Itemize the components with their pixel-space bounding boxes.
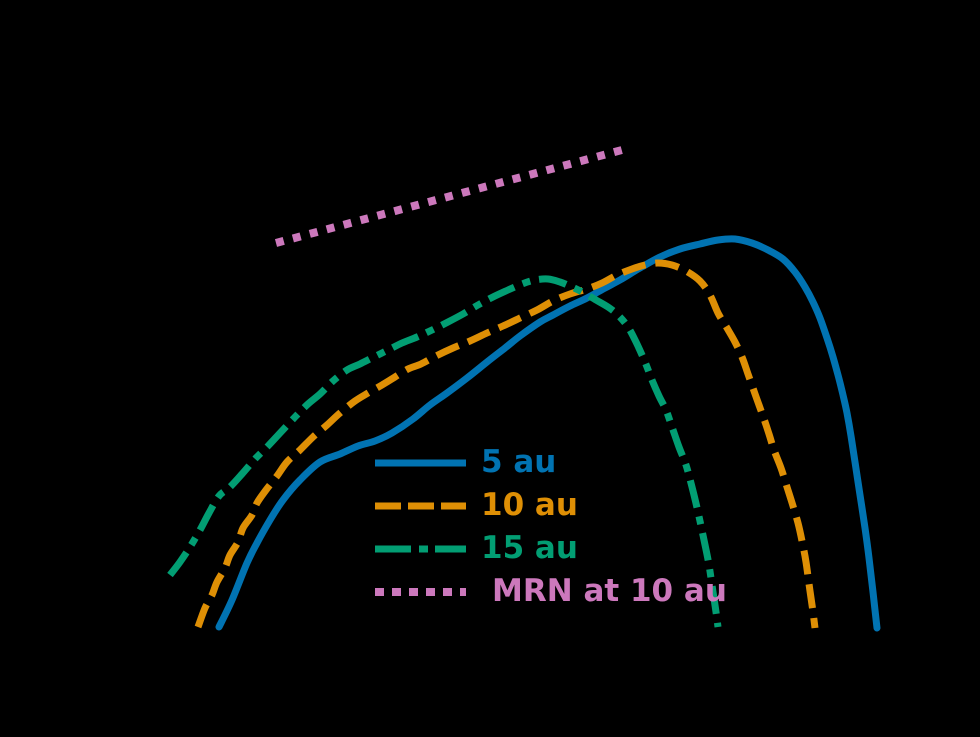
curve-mrn-at-10-au [274, 146, 624, 247]
legend-item-10au: 10 au [374, 484, 727, 527]
legend-label-15au: 15 au [481, 530, 578, 566]
legend-line-dashed-icon [375, 502, 466, 509]
legend-item-mrn: MRN at 10 au [374, 570, 727, 613]
legend-label-mrn: MRN at 10 au [492, 573, 727, 609]
curve-10-au [194, 259, 819, 629]
legend: 5 au 10 au 15 au MRN at 10 au [374, 441, 727, 613]
legend-item-5au: 5 au [374, 441, 727, 484]
legend-line-solid-icon [375, 459, 466, 466]
legend-line-dotted-icon [375, 587, 466, 596]
legend-label-10au: 10 au [481, 487, 578, 523]
legend-item-15au: 15 au [374, 527, 727, 570]
legend-line-dashdot-icon [375, 545, 466, 552]
curve-5-au [215, 235, 881, 632]
curve-15-au [167, 275, 722, 628]
legend-label-5au: 5 au [481, 444, 557, 480]
